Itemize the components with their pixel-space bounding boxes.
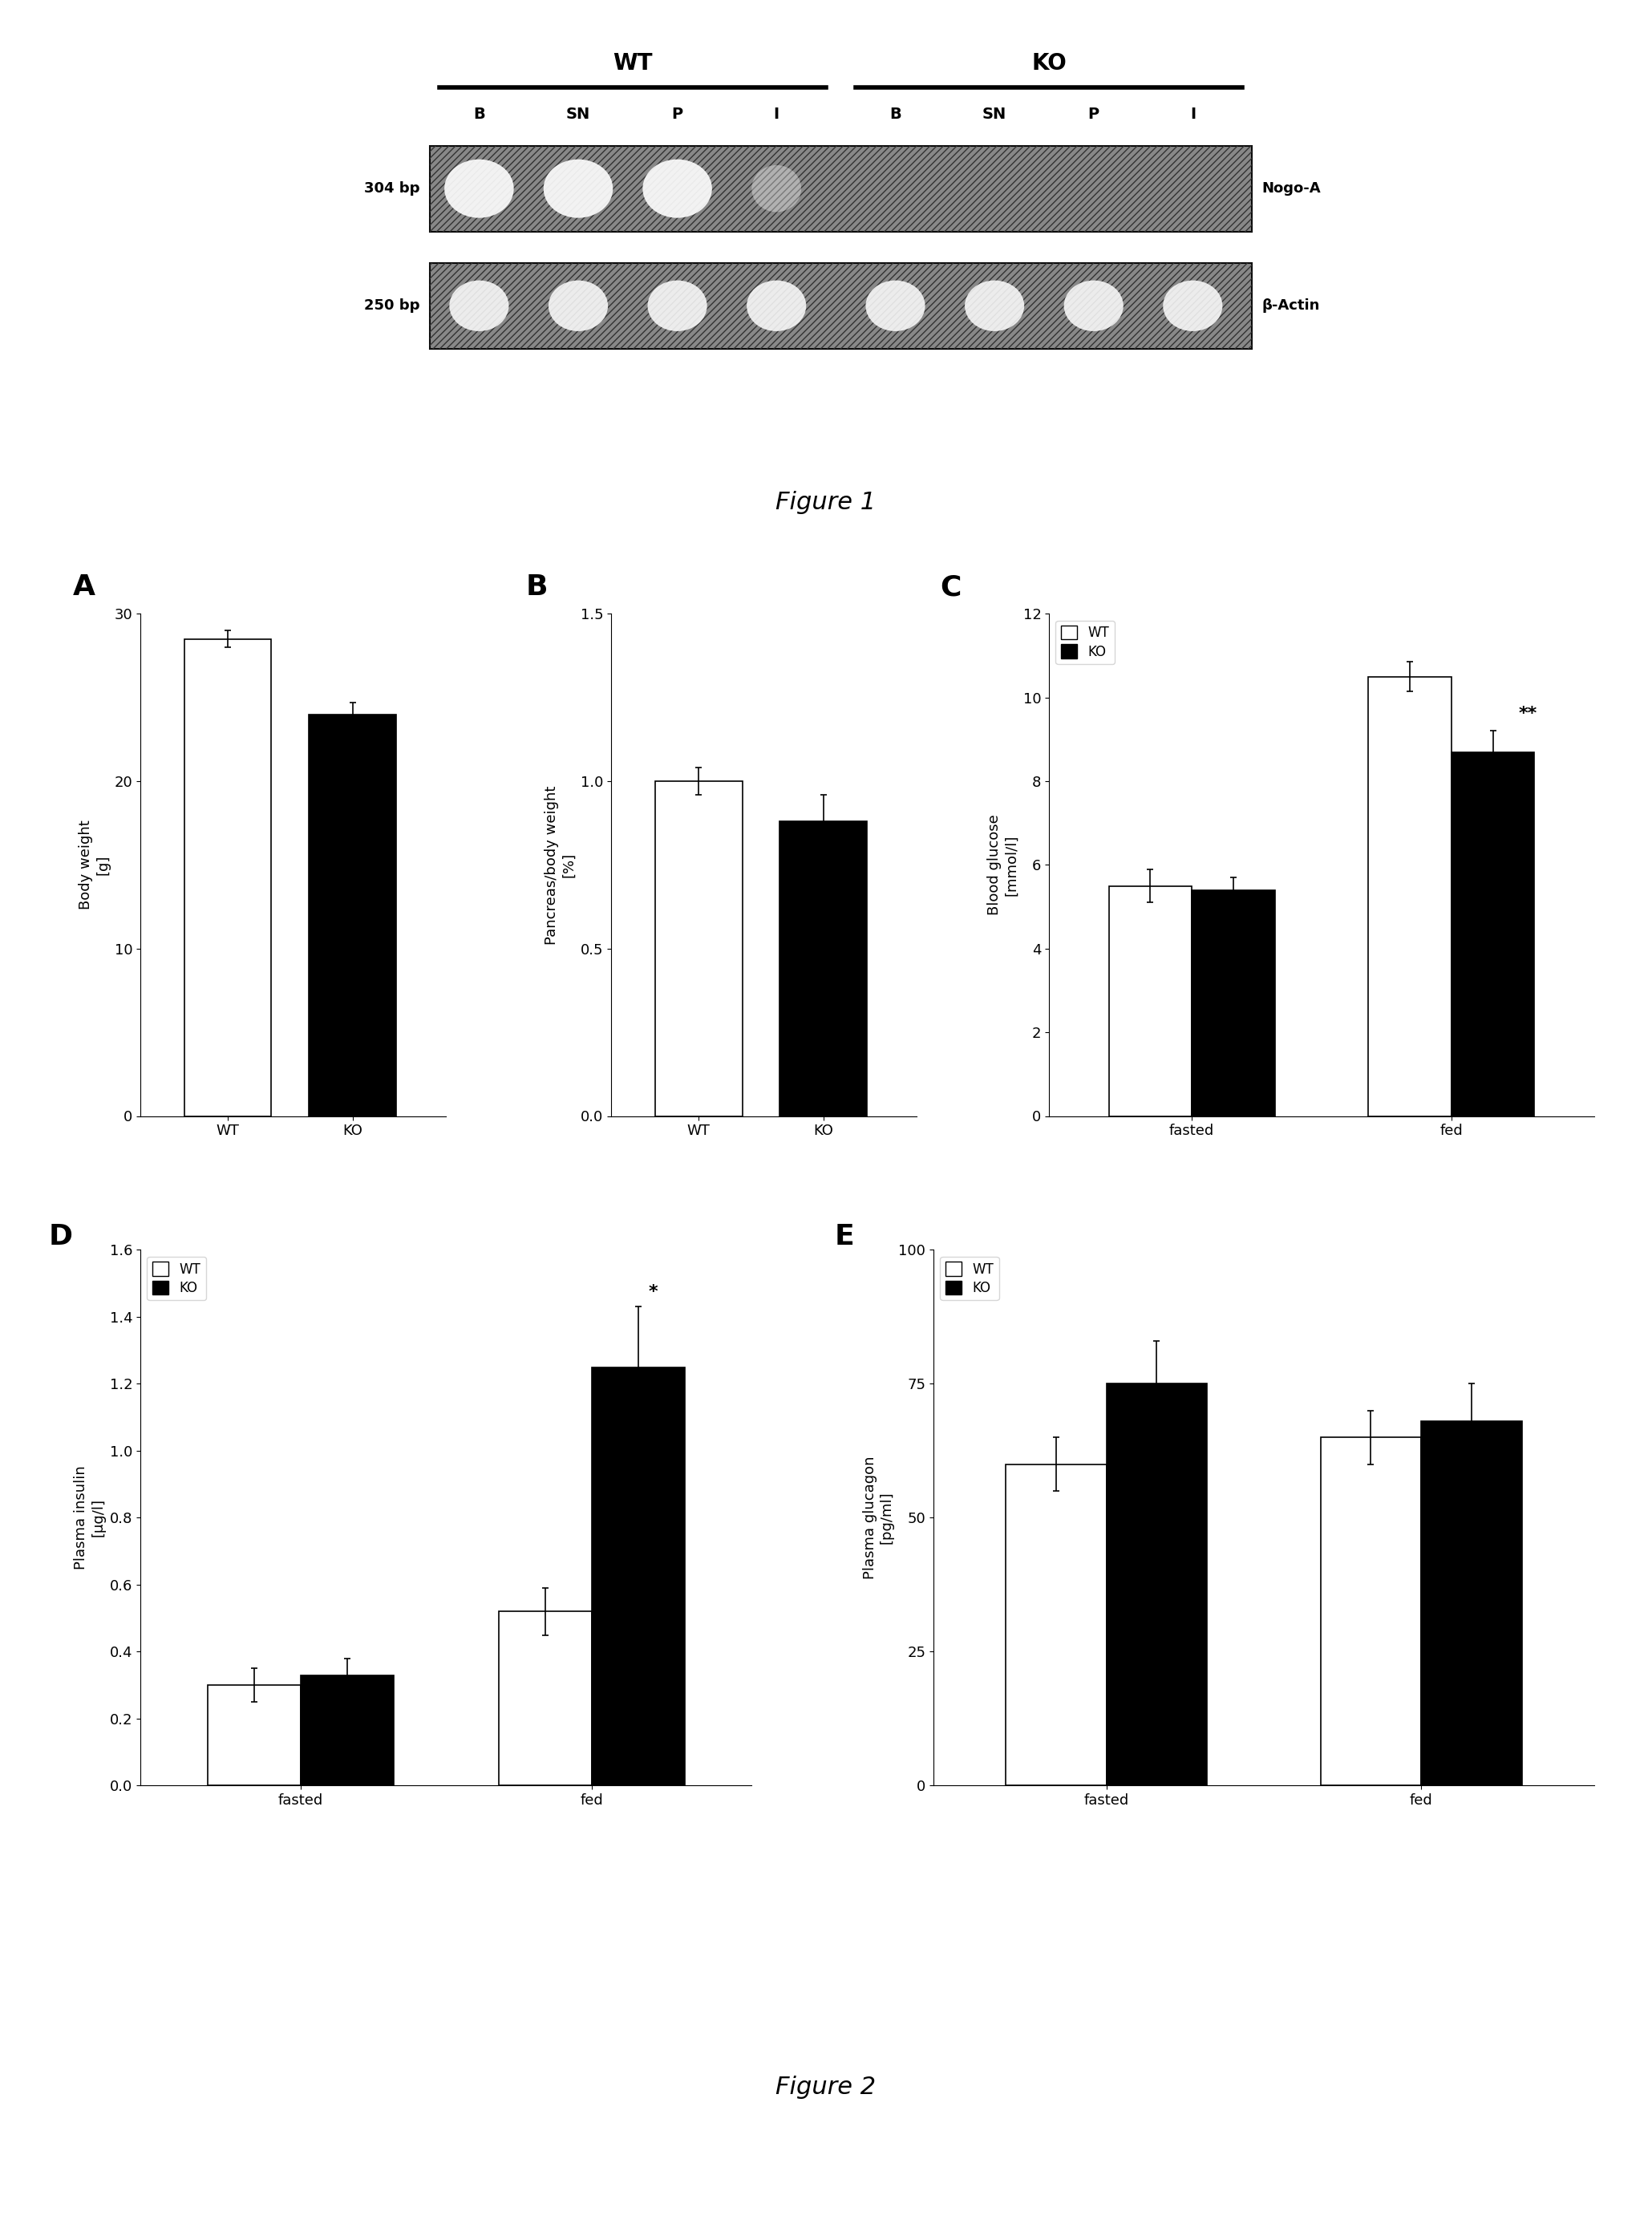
Legend: WT, KO: WT, KO [147, 1257, 206, 1301]
Bar [1191, 891, 1275, 1116]
Y-axis label: Body weight
[g]: Body weight [g] [79, 819, 111, 911]
Bar [591, 1366, 684, 1786]
Text: P: P [1089, 107, 1099, 123]
Text: D: D [50, 1223, 73, 1250]
Bar [208, 1685, 301, 1786]
Ellipse shape [1064, 281, 1123, 330]
Ellipse shape [643, 158, 712, 219]
Ellipse shape [548, 281, 608, 330]
Text: KO: KO [1031, 51, 1067, 76]
Ellipse shape [648, 281, 707, 330]
Ellipse shape [1163, 281, 1222, 330]
Bar [1421, 1422, 1521, 1786]
Text: 250 bp: 250 bp [363, 299, 420, 312]
Legend: WT, KO: WT, KO [940, 1257, 999, 1301]
Text: *: * [648, 1283, 657, 1299]
Text: I: I [1189, 107, 1196, 123]
Bar [430, 145, 1252, 232]
Text: B: B [525, 574, 548, 600]
Text: B: B [889, 107, 902, 123]
Text: 304 bp: 304 bp [363, 181, 420, 196]
Y-axis label: Plasma glucagon
[pg/ml]: Plasma glucagon [pg/ml] [862, 1455, 894, 1580]
Bar [1107, 1384, 1208, 1786]
Text: C: C [940, 574, 961, 600]
Text: E: E [834, 1223, 854, 1250]
Bar [499, 1612, 591, 1786]
Text: P: P [672, 107, 682, 123]
Ellipse shape [449, 281, 509, 330]
Text: Nogo-A: Nogo-A [1262, 181, 1322, 196]
Bar [309, 714, 396, 1116]
Ellipse shape [752, 165, 801, 212]
Bar [1452, 752, 1535, 1116]
Ellipse shape [866, 281, 925, 330]
Bar [301, 1674, 393, 1786]
Bar [430, 263, 1252, 348]
Bar [1108, 886, 1191, 1116]
Ellipse shape [747, 281, 806, 330]
Bar [430, 263, 1252, 348]
Text: SN: SN [983, 107, 1006, 123]
Text: Figure 2: Figure 2 [776, 2076, 876, 2098]
Bar [183, 638, 271, 1116]
Bar [1320, 1437, 1421, 1786]
Bar [1368, 676, 1452, 1116]
Ellipse shape [444, 158, 514, 219]
Text: I: I [773, 107, 780, 123]
Y-axis label: Blood glucose
[mmol/l]: Blood glucose [mmol/l] [988, 815, 1018, 915]
Legend: WT, KO: WT, KO [1056, 620, 1115, 665]
Text: SN: SN [567, 107, 590, 123]
Y-axis label: Plasma insulin
[μg/l]: Plasma insulin [μg/l] [74, 1466, 106, 1569]
Text: **: ** [1518, 705, 1538, 721]
Bar [654, 781, 742, 1116]
Text: B: B [472, 107, 486, 123]
Text: A: A [73, 574, 96, 600]
Text: Figure 1: Figure 1 [776, 491, 876, 513]
Bar [780, 821, 867, 1116]
Y-axis label: Pancreas/body weight
[%]: Pancreas/body weight [%] [545, 786, 577, 944]
Text: WT: WT [613, 51, 653, 76]
Bar [1006, 1464, 1107, 1786]
Ellipse shape [965, 281, 1024, 330]
Bar [430, 145, 1252, 232]
Ellipse shape [544, 158, 613, 219]
Text: β-Actin: β-Actin [1262, 299, 1320, 312]
